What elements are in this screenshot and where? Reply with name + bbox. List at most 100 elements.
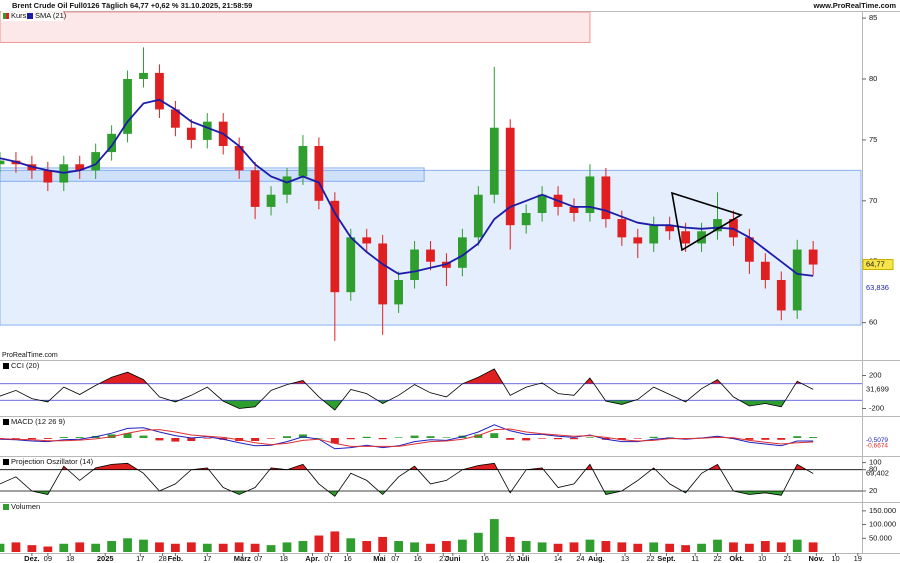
candle-body [458, 237, 467, 268]
legend-label: SMA (21) [35, 11, 67, 20]
histogram-bar [11, 438, 20, 439]
volume-bar [458, 539, 467, 552]
legend-swatch [27, 13, 33, 19]
candle-body [633, 237, 643, 244]
candle-body [0, 160, 5, 165]
last-price-label: 64,77 [866, 260, 885, 269]
candle-body [792, 249, 802, 311]
histogram-bar [745, 438, 754, 440]
volume-bar [617, 542, 627, 552]
candle-body [75, 164, 85, 171]
volume-bar [107, 541, 116, 552]
volume-bar [282, 542, 292, 552]
x-tick-label: 07 [324, 554, 332, 563]
histogram-bar [410, 435, 419, 438]
histogram-bar [298, 434, 307, 438]
histogram-bar [43, 438, 52, 439]
x-tick-label: 07 [254, 554, 262, 563]
histogram-bar [585, 437, 594, 438]
x-tick-label: 11 [691, 554, 699, 563]
histogram-bar [394, 437, 403, 438]
volume-bar [521, 541, 531, 552]
x-tick-label: Apr. [305, 554, 320, 563]
legend-swatch [3, 419, 9, 425]
volume-bar [713, 539, 722, 552]
histogram-bar [474, 434, 483, 438]
volume-bar [139, 539, 148, 552]
y-tick-label: 20 [869, 486, 877, 495]
last-price-box [862, 259, 894, 271]
candle-body [649, 225, 659, 244]
candle-body [139, 72, 148, 79]
indicator-line [0, 368, 814, 411]
volume-bar [394, 541, 403, 552]
x-tick-label: Feb. [168, 554, 183, 563]
x-tick-label: 14 [554, 554, 562, 563]
volume-bar [43, 546, 53, 552]
volume-bar [314, 535, 324, 552]
volume-bar [585, 539, 595, 552]
candle-body [186, 127, 196, 140]
x-tick-label: März [234, 554, 251, 563]
x-tick-label: 17 [203, 554, 211, 563]
level-fill [0, 491, 814, 497]
histogram-bar [426, 436, 435, 438]
histogram-bar [59, 437, 68, 438]
histogram-bar [506, 438, 515, 440]
volume-bar [442, 541, 451, 552]
y-tick-label: 80 [869, 74, 877, 83]
candle-body [745, 237, 754, 262]
candle-body [171, 109, 180, 128]
site: www.ProRealTime.com [812, 1, 896, 10]
candle-body [123, 79, 132, 134]
volume-bar [362, 541, 372, 552]
candle-body [585, 176, 595, 213]
candle-body [665, 225, 675, 232]
histogram-bar [617, 438, 626, 440]
macd-line [0, 428, 814, 447]
candle-body [378, 243, 388, 305]
zone [0, 11, 591, 43]
candle-body [202, 121, 212, 140]
volume-bar [601, 541, 611, 552]
candle-body [681, 231, 690, 244]
volume-bar [745, 543, 754, 552]
legend-swatch [6, 13, 9, 19]
panel-label: Projection Oszillator (14) [11, 457, 94, 466]
candle-body [521, 213, 531, 226]
volume-bar [250, 543, 260, 552]
candle-body [282, 176, 292, 195]
volume-bar [330, 531, 340, 552]
candle-body [489, 127, 499, 195]
candle-body [266, 194, 276, 207]
x-tick-label: 18 [280, 554, 288, 563]
x-tick-label: 24 [576, 554, 584, 563]
x-tick-label: 21 [783, 554, 791, 563]
histogram-bar [123, 433, 132, 438]
volume-bar [426, 543, 435, 552]
volume-bar [59, 543, 69, 552]
candle-body [91, 152, 101, 171]
header-title: Brent Crude Oil Full0126 Täglich 64,77 +… [12, 1, 252, 10]
histogram-bar [107, 434, 116, 438]
histogram-bar [649, 436, 658, 438]
x-tick-label: Nov. [809, 554, 825, 563]
candle-body [250, 170, 260, 207]
y-tick-label: 100.000 [869, 520, 896, 529]
histogram-bar [203, 438, 212, 439]
volume-bar [760, 541, 770, 552]
volume-bar [569, 542, 579, 552]
legend-swatch [3, 459, 9, 465]
candle-body [362, 237, 372, 244]
histogram-bar [346, 438, 355, 440]
volume-bar [202, 543, 212, 552]
candle-body [601, 176, 611, 220]
x-tick-label: 10 [758, 554, 766, 563]
y-tick-label: 150.000 [869, 506, 896, 515]
volume-bar [776, 542, 786, 552]
candle-body [473, 194, 483, 238]
y-tick-label: 70 [869, 196, 877, 205]
x-tick-label: Juni [445, 554, 460, 563]
x-tick-label: 16 [343, 554, 351, 563]
histogram-bar [171, 438, 180, 442]
